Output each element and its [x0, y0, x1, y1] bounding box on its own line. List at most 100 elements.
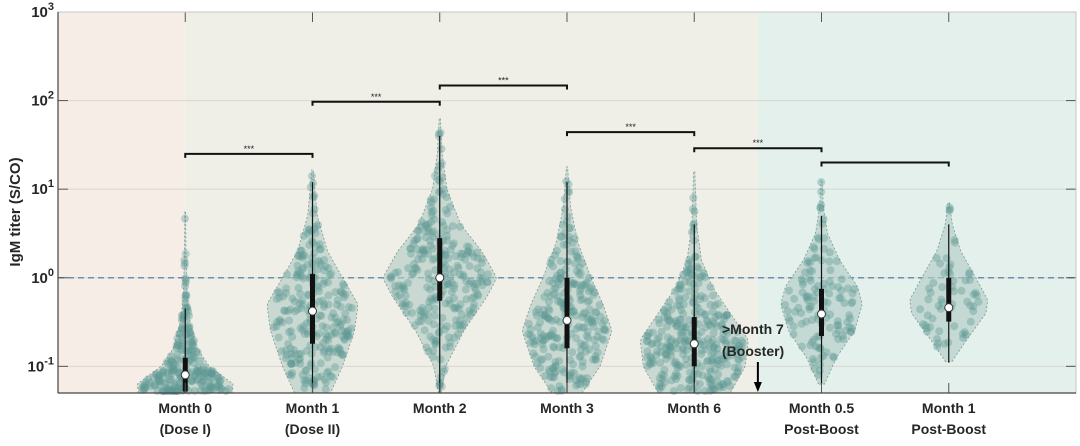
data-point: [199, 372, 208, 381]
data-point: [722, 360, 731, 369]
data-point: [551, 274, 560, 283]
significance-bracket: [184, 152, 314, 158]
data-point: [685, 256, 694, 265]
data-point: [296, 269, 305, 278]
data-point: [689, 219, 698, 228]
data-point: [296, 355, 305, 364]
data-point: [676, 336, 685, 345]
data-point: [574, 322, 583, 331]
data-point: [575, 373, 584, 382]
data-point: [540, 311, 549, 320]
data-point: [645, 328, 654, 337]
data-point: [193, 363, 202, 372]
data-point: [672, 322, 681, 331]
data-point: [689, 279, 698, 288]
data-point: [643, 331, 652, 340]
data-point: [144, 375, 153, 384]
data-point: [738, 339, 747, 348]
data-point: [664, 303, 673, 312]
data-point: [199, 376, 208, 385]
data-point: [553, 278, 562, 287]
data-point: [401, 302, 410, 311]
data-point: [429, 244, 438, 253]
data-point: [806, 276, 815, 285]
data-point: [681, 335, 690, 344]
data-point: [164, 385, 173, 394]
data-point: [726, 341, 735, 350]
data-point: [195, 368, 204, 377]
data-point: [797, 342, 806, 351]
data-point: [177, 311, 186, 320]
data-point: [166, 352, 175, 361]
data-point: [811, 342, 820, 351]
data-point: [643, 337, 652, 346]
data-point: [544, 365, 553, 374]
data-point: [566, 374, 575, 383]
data-point: [169, 379, 178, 388]
data-point: [695, 379, 704, 388]
data-point: [406, 244, 415, 253]
data-point: [675, 280, 684, 289]
data-point: [426, 332, 435, 341]
data-point: [834, 321, 843, 330]
data-point: [723, 329, 732, 338]
data-point: [568, 238, 577, 247]
data-point: [312, 241, 321, 250]
data-point: [418, 255, 427, 264]
data-point: [732, 336, 741, 345]
data-point: [642, 337, 651, 346]
data-point: [545, 306, 554, 315]
data-point: [826, 266, 835, 275]
data-point: [936, 259, 945, 268]
data-point: [653, 347, 662, 356]
data-point: [536, 363, 545, 372]
data-point: [719, 383, 728, 392]
data-point: [572, 376, 581, 385]
data-point: [387, 272, 396, 281]
data-point: [706, 300, 715, 309]
data-point: [184, 347, 193, 356]
data-point: [190, 353, 199, 362]
data-point: [189, 336, 198, 345]
data-point: [420, 310, 429, 319]
data-point: [207, 383, 216, 392]
data-point: [185, 322, 194, 331]
data-point: [663, 315, 672, 324]
data-point: [193, 375, 202, 384]
data-point: [713, 322, 722, 331]
data-point: [784, 314, 793, 323]
data-point: [699, 340, 708, 349]
data-point: [673, 344, 682, 353]
data-point: [817, 201, 826, 210]
data-point: [683, 267, 692, 276]
data-point: [184, 308, 193, 317]
data-point: [341, 327, 350, 336]
data-point: [426, 236, 435, 245]
data-point: [288, 332, 297, 341]
data-point: [477, 277, 486, 286]
data-point: [451, 304, 460, 313]
significance-label: ***: [498, 76, 509, 86]
data-point: [447, 278, 456, 287]
data-point: [680, 336, 689, 345]
data-point: [707, 357, 716, 366]
data-point: [569, 307, 578, 316]
data-point: [706, 283, 715, 292]
data-point: [324, 264, 333, 273]
data-point: [731, 372, 740, 381]
data-point: [302, 346, 311, 355]
data-point: [545, 277, 554, 286]
data-point: [421, 221, 430, 230]
data-point: [469, 252, 478, 261]
data-point: [719, 380, 728, 389]
data-point: [190, 371, 199, 380]
data-point: [198, 381, 207, 390]
data-point: [694, 369, 703, 378]
data-point: [470, 279, 479, 288]
violin-body: [137, 210, 234, 394]
data-point: [648, 328, 657, 337]
data-point: [730, 336, 739, 345]
data-point: [685, 287, 694, 296]
data-point: [456, 317, 465, 326]
data-point: [544, 352, 553, 361]
